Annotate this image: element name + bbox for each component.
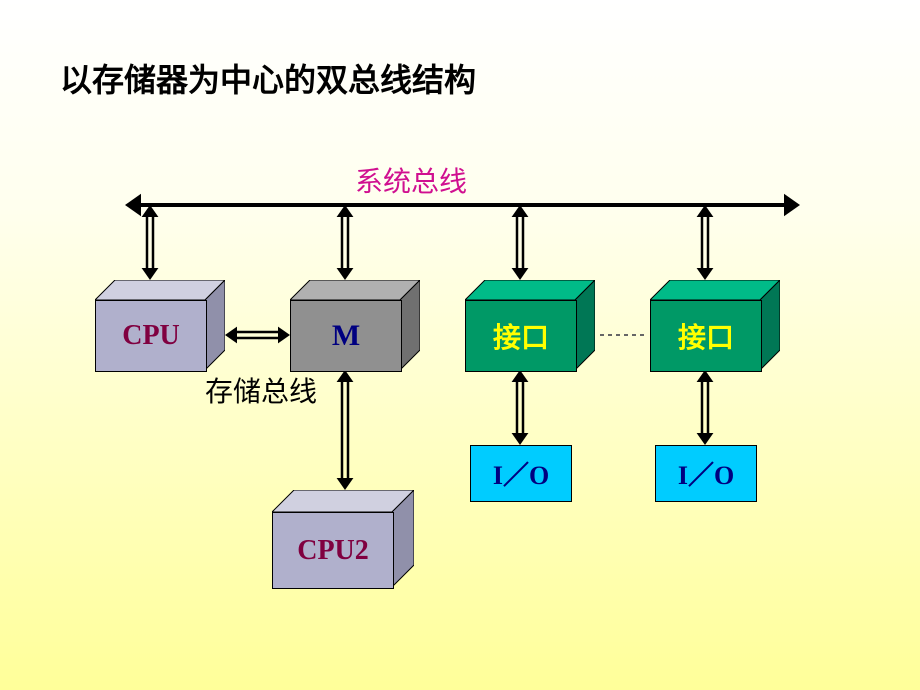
node-if1: 接口	[465, 280, 595, 370]
node-io1: I／O	[470, 445, 570, 500]
node-if1-label: 接口	[465, 300, 577, 372]
node-cpu: CPU	[95, 280, 225, 370]
system-bus-label: 系统总线	[355, 160, 467, 200]
node-if2-label: 接口	[650, 300, 762, 372]
storage-bus-label: 存储总线	[205, 370, 317, 410]
node-io1-label: I／O	[470, 445, 572, 502]
slide: 以存储器为中心的双总线结构 系统总线 存储总线 CPU M 接口 接口 CPU2 I／O I…	[0, 0, 920, 690]
node-if2: 接口	[650, 280, 780, 370]
node-m: M	[290, 280, 420, 370]
node-io2: I／O	[655, 445, 755, 500]
slide-title: 以存储器为中心的双总线结构	[60, 55, 476, 101]
node-io2-label: I／O	[655, 445, 757, 502]
node-cpu2-label: CPU2	[272, 512, 394, 589]
node-m-label: M	[290, 300, 402, 372]
node-cpu2: CPU2	[272, 490, 414, 587]
node-cpu-label: CPU	[95, 300, 207, 372]
